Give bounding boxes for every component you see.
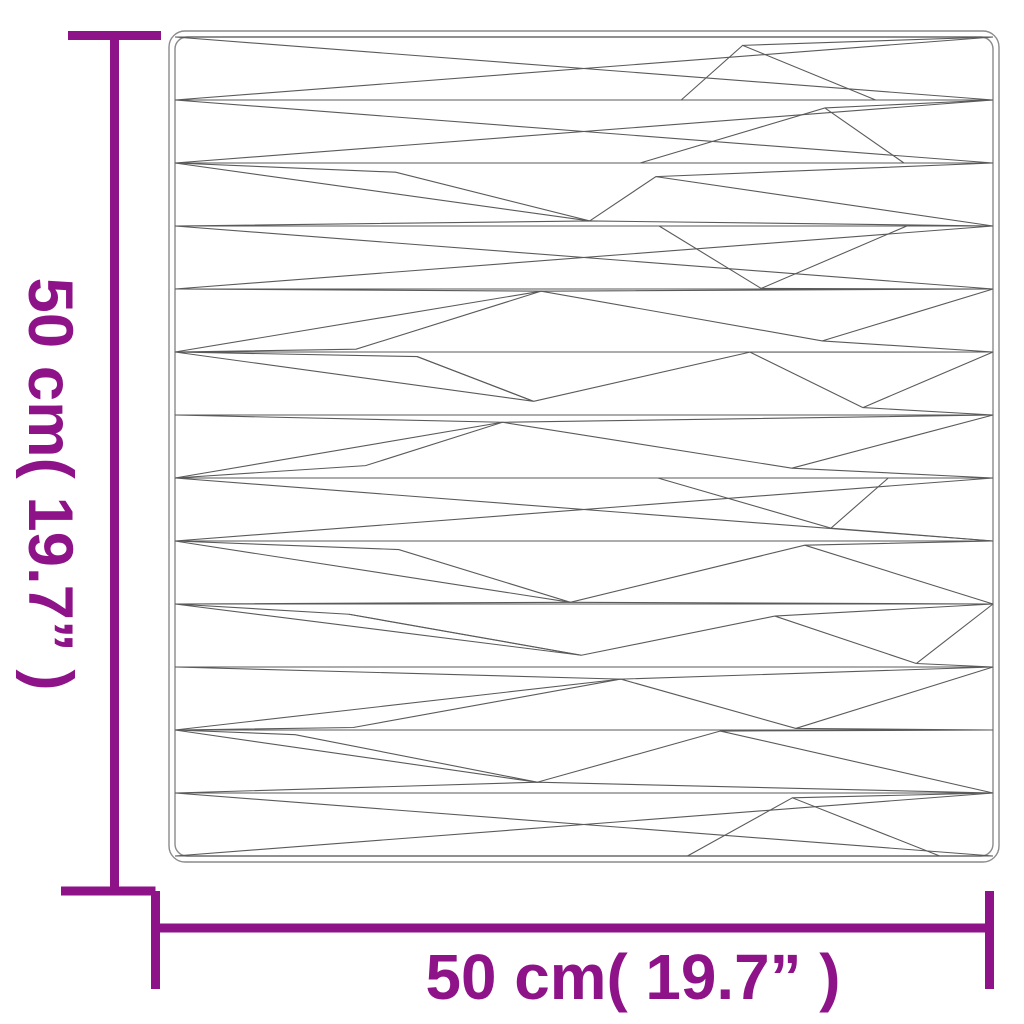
svg-text:50 cm( 19.7” ): 50 cm( 19.7” ) bbox=[15, 278, 85, 691]
svg-text:50 cm( 19.7” ): 50 cm( 19.7” ) bbox=[426, 941, 841, 1013]
